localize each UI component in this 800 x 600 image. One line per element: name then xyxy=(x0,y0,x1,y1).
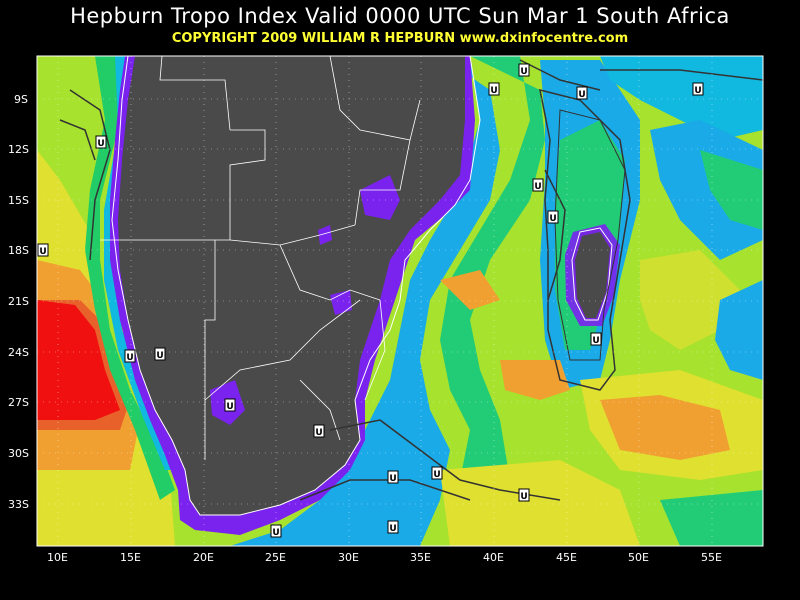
u-marker-label: U xyxy=(534,182,541,192)
lon-label: 45E xyxy=(556,551,577,564)
u-marker: U xyxy=(547,210,559,224)
lat-label: 18S xyxy=(8,244,29,257)
u-marker-label: U xyxy=(433,470,440,480)
map-field xyxy=(37,56,763,546)
u-marker: U xyxy=(124,349,136,363)
coastline xyxy=(111,56,481,516)
u-marker: U xyxy=(431,466,443,480)
lat-label: 15S xyxy=(8,194,29,207)
lat-label: 33S xyxy=(8,498,29,511)
u-marker-label: U xyxy=(156,351,163,361)
u-marker-label: U xyxy=(520,492,527,502)
u-marker: U xyxy=(313,424,325,438)
contour-lines xyxy=(59,59,763,501)
country-borders xyxy=(100,56,421,460)
u-marker-label: U xyxy=(389,524,396,534)
u-marker: U xyxy=(154,347,166,361)
lon-label: 50E xyxy=(628,551,649,564)
u-marker-label: U xyxy=(389,474,396,484)
map-frame xyxy=(36,55,764,547)
u-marker: U xyxy=(692,82,704,96)
u-marker-label: U xyxy=(549,214,556,224)
lon-label: 10E xyxy=(47,551,68,564)
lon-label: 40E xyxy=(483,551,504,564)
u-marker-label: U xyxy=(490,86,497,96)
lat-label: 9S xyxy=(14,93,28,106)
u-marker: U xyxy=(270,524,282,538)
u-marker: U xyxy=(532,178,544,192)
lon-label: 25E xyxy=(265,551,286,564)
u-marker-label: U xyxy=(315,428,322,438)
lat-label: 27S xyxy=(8,396,29,409)
lat-label: 30S xyxy=(8,447,29,460)
u-marker: U xyxy=(576,86,588,100)
pressure-markers: U U U U U U U U U U U U U U U U U U xyxy=(37,63,704,538)
u-marker-label: U xyxy=(39,247,46,257)
lon-label: 30E xyxy=(338,551,359,564)
u-marker-label: U xyxy=(226,402,233,412)
u-marker: U xyxy=(518,63,530,77)
u-marker-label: U xyxy=(126,353,133,363)
u-marker-label: U xyxy=(694,86,701,96)
u-marker-label: U xyxy=(578,90,585,100)
u-marker: U xyxy=(95,135,107,149)
lon-label: 55E xyxy=(701,551,722,564)
copyright-line: COPYRIGHT 2009 WILLIAM R HEPBURN www.dxi… xyxy=(171,31,629,46)
u-marker: U xyxy=(518,488,530,502)
u-marker: U xyxy=(387,520,399,534)
u-marker: U xyxy=(488,82,500,96)
u-marker: U xyxy=(37,243,49,257)
lat-label: 12S xyxy=(8,143,29,156)
u-marker: U xyxy=(387,470,399,484)
u-marker-label: U xyxy=(592,336,599,346)
map-title: Hepburn Tropo Index Valid 0000 UTC Sun M… xyxy=(70,4,730,28)
lat-label: 21S xyxy=(8,295,29,308)
lon-label: 20E xyxy=(193,551,214,564)
latitude-labels: 9S 12S 15S 18S 21S 24S 27S 30S 33S xyxy=(8,93,29,511)
u-marker: U xyxy=(590,332,602,346)
u-marker: U xyxy=(224,398,236,412)
u-marker-label: U xyxy=(272,528,279,538)
lon-label: 35E xyxy=(410,551,431,564)
longitude-labels: 10E 15E 20E 25E 30E 35E 40E 45E 50E 55E xyxy=(47,551,722,564)
lon-label: 15E xyxy=(120,551,141,564)
lat-label: 24S xyxy=(8,346,29,359)
u-marker-label: U xyxy=(97,139,104,149)
u-marker-label: U xyxy=(520,67,527,77)
